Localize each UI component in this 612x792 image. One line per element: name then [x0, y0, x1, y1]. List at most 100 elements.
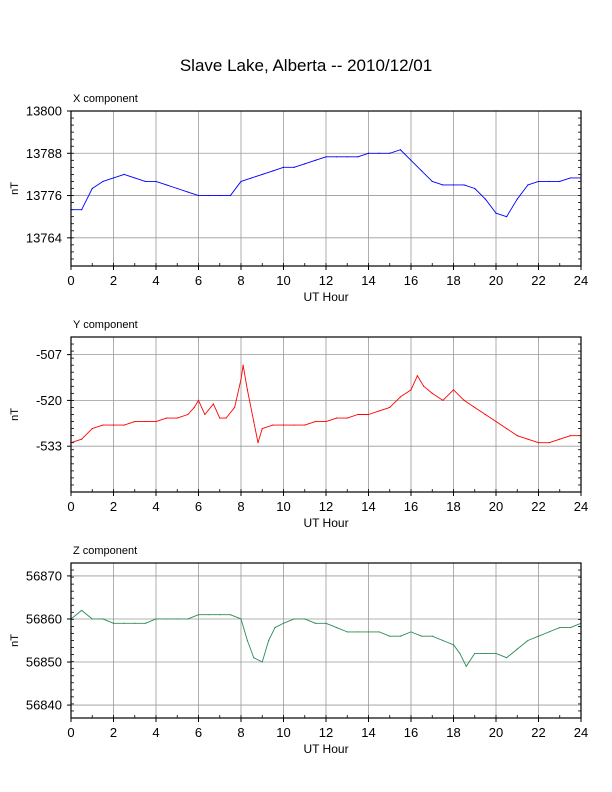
data-point	[134, 622, 136, 624]
data-point	[112, 177, 115, 179]
y-tick-label: 56840	[26, 698, 62, 713]
x-tick-label: 14	[361, 725, 375, 740]
data-point	[144, 180, 146, 183]
data-point	[134, 420, 136, 423]
data-point	[176, 618, 178, 620]
x-tick-label: 12	[319, 725, 333, 740]
data-point	[495, 652, 497, 655]
data-point	[166, 618, 168, 620]
data-point	[197, 399, 200, 402]
data-point	[516, 648, 518, 650]
y-axis-label: nT	[9, 408, 21, 421]
data-point	[240, 618, 242, 620]
y-tick-label: -533	[36, 439, 62, 454]
data-point	[314, 159, 316, 161]
data-point	[431, 180, 433, 183]
data-point	[212, 403, 214, 405]
data-point	[176, 417, 178, 419]
data-point	[187, 191, 189, 193]
data-point	[463, 184, 465, 186]
data-point	[261, 427, 263, 430]
data-point	[442, 399, 444, 402]
data-point	[442, 184, 444, 186]
data-point	[357, 413, 359, 416]
y-tick-label: 13800	[26, 104, 62, 119]
x-tick-label: 4	[152, 273, 159, 288]
data-point	[399, 396, 401, 398]
data-point	[246, 389, 248, 391]
data-point	[465, 665, 467, 667]
data-point	[336, 626, 338, 629]
x-tick-label: 8	[237, 273, 244, 288]
y-tick-label: 56860	[26, 611, 62, 626]
y-tick-label: 56870	[26, 568, 62, 583]
x-axis-label: UT Hour	[303, 742, 348, 756]
data-point	[442, 639, 444, 642]
data-point	[204, 413, 206, 416]
data-point	[304, 163, 306, 165]
x-tick-label: 18	[446, 273, 460, 288]
data-point	[274, 626, 276, 629]
data-point	[251, 177, 253, 179]
data-point	[474, 652, 476, 655]
data-point	[548, 180, 550, 183]
data-point	[416, 375, 418, 377]
data-point	[378, 152, 380, 154]
x-tick-label: 10	[276, 273, 290, 288]
data-point	[336, 156, 338, 158]
panel-title: Y component	[73, 319, 138, 331]
data-point	[367, 152, 370, 154]
data-point	[516, 198, 518, 200]
x-tick-label: 20	[489, 725, 503, 740]
data-point	[102, 180, 104, 183]
data-point	[272, 170, 274, 172]
data-point	[559, 626, 561, 629]
data-point	[91, 618, 93, 620]
data-point	[219, 417, 221, 419]
x-tick-label: 22	[531, 273, 545, 288]
y-tick-label: 13776	[26, 188, 62, 203]
x-tick-label: 0	[67, 499, 74, 514]
data-point	[155, 420, 157, 423]
data-point	[81, 209, 83, 211]
data-point	[495, 212, 497, 214]
data-point	[506, 657, 508, 659]
data-point	[123, 173, 125, 176]
x-tick-label: 6	[195, 499, 202, 514]
data-point	[282, 424, 285, 426]
data-point	[495, 420, 497, 423]
data-point	[134, 177, 136, 179]
data-point	[357, 156, 359, 158]
series-line	[70, 364, 581, 444]
data-point	[91, 427, 93, 430]
data-point	[314, 420, 316, 423]
data-point	[484, 652, 486, 655]
data-point	[399, 635, 401, 637]
x-axis-label: UT Hour	[303, 516, 348, 530]
data-point	[559, 180, 561, 183]
x-tick-label: 18	[446, 725, 460, 740]
data-point	[516, 435, 518, 437]
data-point	[389, 635, 391, 637]
data-point	[506, 216, 508, 218]
x-tick-label: 6	[195, 273, 202, 288]
x-tick-label: 2	[110, 273, 117, 288]
x-tick-label: 18	[446, 499, 460, 514]
data-point	[144, 622, 146, 624]
data-point	[102, 618, 104, 620]
data-point	[293, 166, 295, 168]
data-point	[474, 187, 476, 190]
y-axis-label: nT	[9, 182, 21, 195]
x-tick-label: 4	[152, 499, 159, 514]
data-point	[537, 442, 540, 444]
chart-panel: 0 2 4 6 8 10 12 14 16 18 20 22 245684056850568605687…	[9, 545, 588, 756]
data-point	[527, 639, 529, 642]
data-point	[293, 618, 295, 620]
data-point	[176, 187, 178, 190]
x-tick-label: 2	[110, 725, 117, 740]
chart-panel: 0 2 4 6 8 10 12 14 16 18 20 22 241376413776137881380…	[9, 93, 588, 304]
y-tick-label: -507	[36, 347, 62, 362]
data-point	[268, 639, 270, 642]
